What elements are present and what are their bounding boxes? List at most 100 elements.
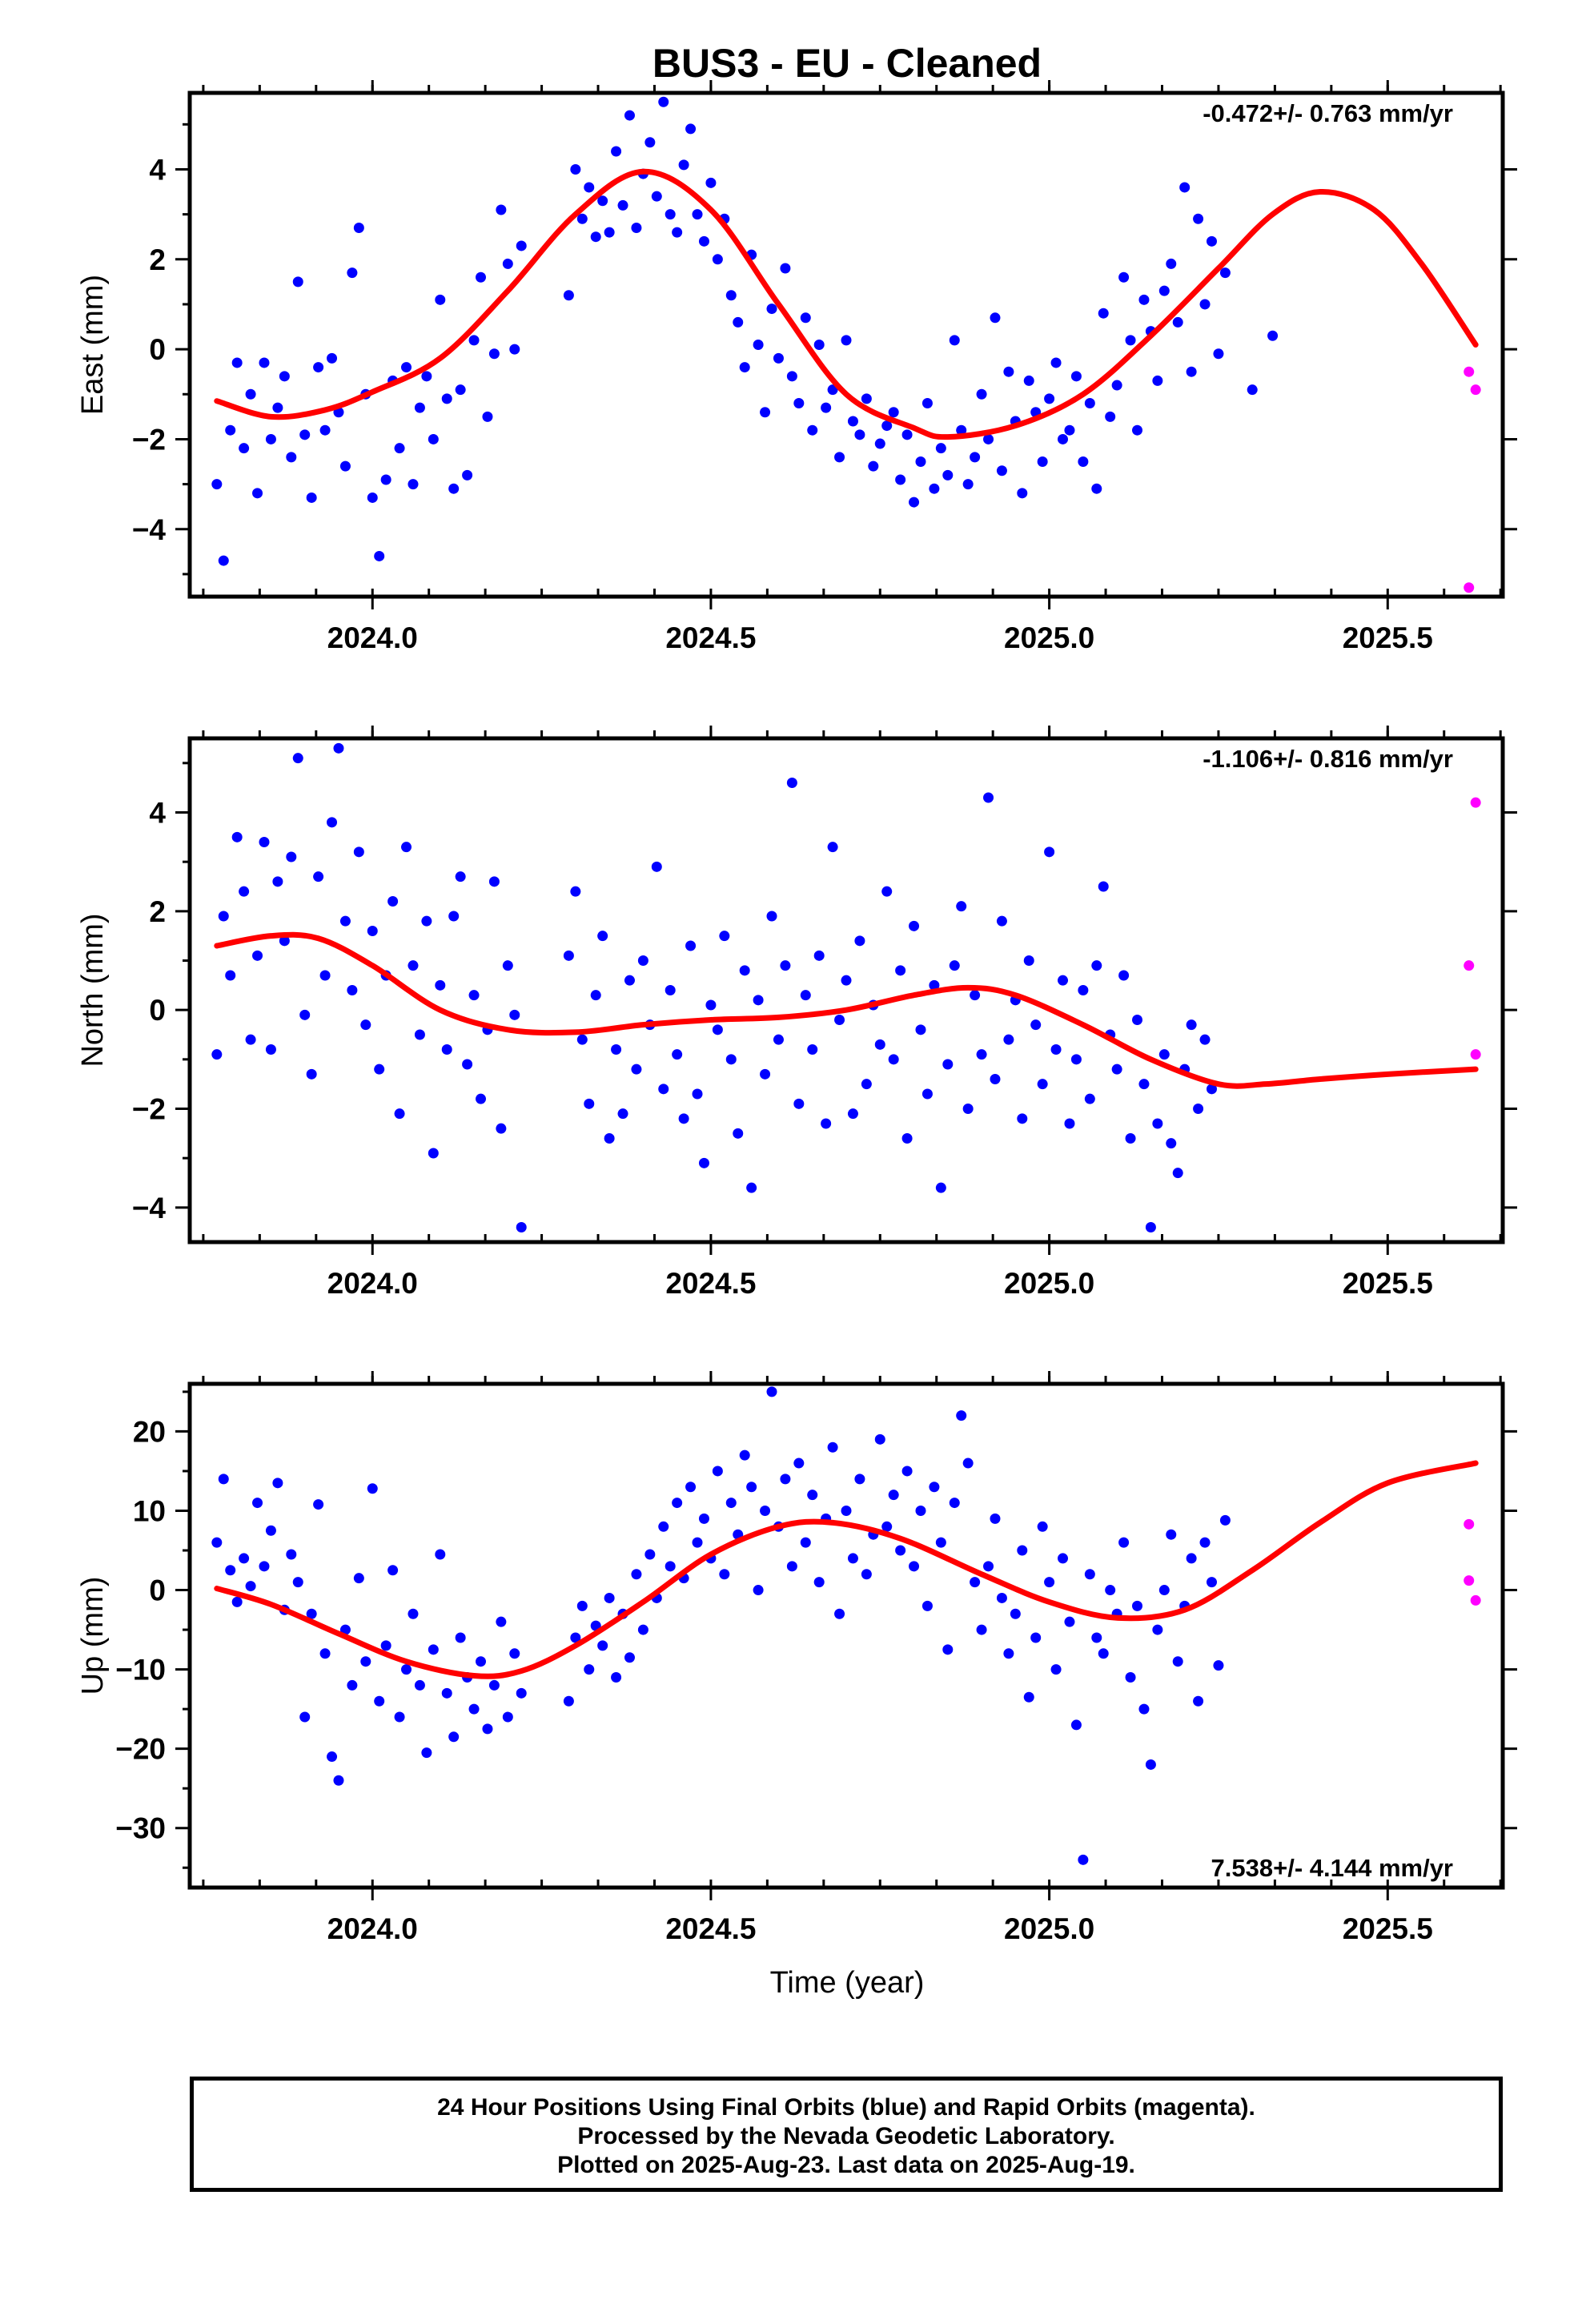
y-tick-label: 0 (149, 994, 166, 1027)
final-orbit-point (861, 1569, 872, 1580)
final-orbit-point (597, 931, 608, 942)
final-orbit-point (462, 469, 473, 480)
final-orbit-point (1017, 488, 1028, 499)
final-orbit-point (692, 209, 703, 220)
final-orbit-point (380, 1640, 391, 1651)
final-orbit-point (841, 1505, 852, 1516)
final-orbit-point (428, 1644, 439, 1655)
final-orbit-point (1247, 384, 1258, 396)
north-rate-label: -1.106+/- 0.816 mm/yr (1203, 745, 1453, 773)
final-orbit-point (1023, 375, 1034, 386)
final-orbit-point (692, 1537, 703, 1548)
final-orbit-point (996, 915, 1007, 927)
x-tick-label: 2024.5 (665, 1912, 756, 1945)
final-orbit-point (881, 886, 893, 897)
final-orbit-point (367, 492, 378, 503)
final-orbit-point (834, 452, 845, 463)
final-orbit-point (1044, 846, 1055, 858)
final-orbit-point (1125, 1133, 1136, 1144)
x-tick-label: 2024.0 (327, 1912, 418, 1945)
final-orbit-point (441, 1044, 452, 1055)
final-orbit-point (1050, 357, 1062, 368)
final-orbit-point (841, 335, 852, 346)
final-orbit-point (374, 1695, 385, 1707)
final-orbit-point (807, 424, 818, 436)
final-orbit-point (455, 1632, 466, 1643)
final-orbit-point (1199, 1034, 1211, 1045)
final-orbit-point (712, 1466, 723, 1477)
final-orbit-point (1044, 1577, 1055, 1588)
final-orbit-point (306, 1068, 317, 1080)
final-orbit-point (272, 1478, 283, 1489)
final-orbit-point (1064, 1616, 1075, 1627)
final-orbit-point (421, 371, 432, 382)
final-orbit-point (421, 915, 432, 927)
final-orbit-point (861, 393, 872, 404)
final-orbit-point (211, 1537, 223, 1548)
final-orbit-point (1111, 380, 1122, 391)
final-orbit-point (313, 871, 324, 883)
final-orbit-point (1172, 316, 1183, 328)
final-orbit-point (658, 1084, 669, 1095)
final-orbit-point (292, 1577, 303, 1588)
y-tick-label: 2 (149, 895, 166, 928)
final-orbit-point (949, 1498, 960, 1509)
final-orbit-point (394, 1108, 405, 1120)
final-orbit-point (339, 1624, 351, 1635)
final-orbit-point (1044, 393, 1055, 404)
final-orbit-point (408, 960, 419, 971)
final-orbit-point (786, 1561, 797, 1572)
final-orbit-point (1199, 299, 1211, 310)
east-rate-label: -0.472+/- 0.763 mm/yr (1203, 99, 1453, 127)
final-orbit-point (1058, 1553, 1069, 1564)
final-orbit-point (414, 402, 425, 413)
final-orbit-point (576, 1600, 588, 1611)
final-orbit-point (698, 1157, 709, 1168)
final-orbit-point (286, 1549, 297, 1560)
final-orbit-point (421, 1747, 432, 1759)
final-orbit-point (360, 1019, 371, 1031)
final-orbit-point (915, 456, 926, 468)
final-orbit-point (1078, 456, 1089, 468)
final-orbit-point (218, 1474, 229, 1485)
final-orbit-point (1267, 330, 1279, 341)
final-orbit-point (1166, 1138, 1177, 1149)
final-orbit-point (651, 861, 662, 872)
final-orbit-point (604, 1133, 615, 1144)
final-orbit-point (1206, 1084, 1217, 1095)
final-orbit-point (563, 290, 574, 301)
final-orbit-point (306, 492, 317, 503)
final-orbit-point (678, 159, 689, 171)
final-orbit-point (631, 1063, 642, 1075)
rapid-orbit-point (1464, 366, 1475, 377)
final-orbit-point (705, 999, 717, 1011)
final-orbit-point (225, 970, 236, 981)
final-orbit-point (909, 497, 920, 508)
final-orbit-point (746, 1182, 757, 1193)
final-orbit-point (739, 362, 750, 373)
final-orbit-point (1132, 1015, 1143, 1025)
final-orbit-point (367, 926, 378, 936)
final-orbit-point (1105, 411, 1116, 422)
x-axis-title: Time (year) (770, 1966, 925, 2000)
final-orbit-point (990, 1074, 1001, 1084)
final-orbit-point (1030, 1019, 1042, 1031)
final-orbit-point (1070, 1719, 1082, 1731)
final-orbit-point (895, 965, 906, 976)
up-data-layer (211, 1386, 1481, 1865)
final-orbit-point (259, 357, 270, 368)
y-tick-label: −4 (132, 1192, 167, 1224)
final-orbit-point (1206, 1577, 1217, 1588)
final-orbit-point (1125, 335, 1136, 346)
final-orbit-point (813, 950, 825, 961)
final-orbit-point (821, 402, 832, 413)
final-orbit-point (347, 985, 358, 995)
final-orbit-point (1220, 0, 1231, 6)
final-orbit-point (733, 316, 744, 328)
final-orbit-point (1023, 1691, 1034, 1703)
final-orbit-point (921, 1088, 933, 1100)
final-orbit-point (252, 488, 263, 499)
y-tick-label: −4 (132, 513, 167, 546)
final-orbit-point (502, 258, 513, 269)
final-orbit-point (901, 1466, 913, 1477)
